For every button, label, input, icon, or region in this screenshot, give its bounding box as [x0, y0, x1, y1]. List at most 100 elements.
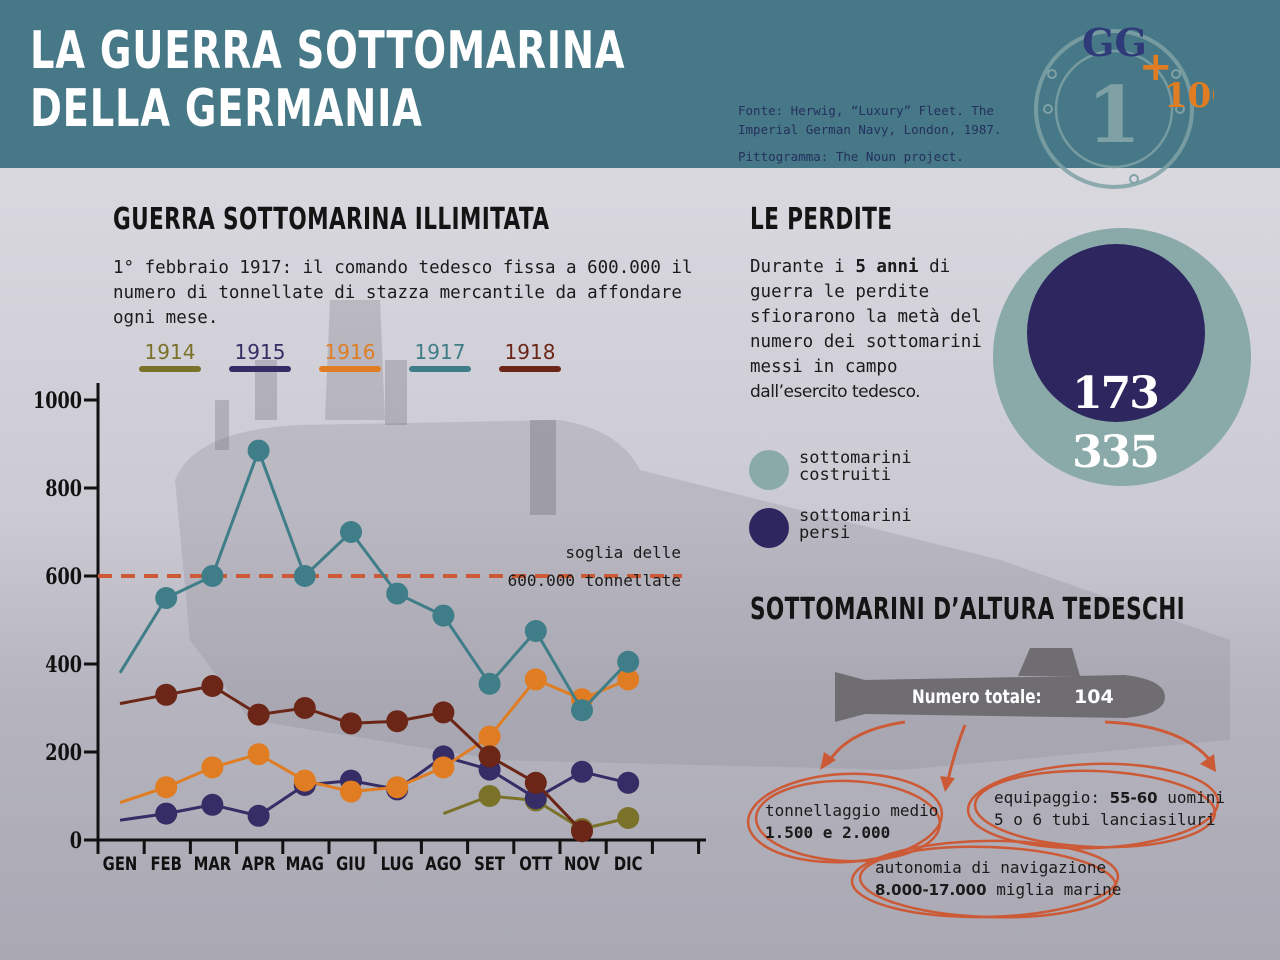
point-1918-set [478, 745, 501, 768]
point-1914-dic [617, 807, 640, 829]
source-line-2: Imperial German Navy, London, 1987. [738, 122, 1002, 137]
legend-lost-label: sottomarini persi [799, 506, 912, 543]
header-banner: La guerra sottomarina della Germania Fon… [0, 0, 1280, 168]
threshold-label-2: 600.000 tonnellate [508, 571, 681, 590]
x-tick-label-mag: MAG [286, 853, 324, 875]
y-tick-label-600: 600 [45, 563, 82, 590]
legend-label-1915: 1915 [235, 340, 286, 364]
fact-ellipses [746, 762, 1220, 919]
legend-built: sottomarini costruiti [749, 450, 949, 490]
fact-tonnage-2: 1.500 e 2.000 [765, 823, 891, 842]
chart-axes: 0 200 400 600 800 1000 GEN FEB MAR APR MAG GIU LUG AG… [33, 383, 706, 876]
point-1917-mag [293, 565, 316, 587]
fact-crew-bold: 55-60 [1109, 789, 1158, 807]
point-1917-nov [571, 699, 593, 722]
lost-circle [1027, 244, 1205, 422]
gg100-stamp-logo: 1 GG + 100 [1034, 20, 1214, 189]
chart-legend: 1914 1915 1916 1917 1918 [139, 340, 561, 372]
point-1914-set [478, 785, 501, 807]
point-1916-mag [293, 769, 316, 792]
point-1917-apr [247, 439, 270, 462]
point-1918-mar [201, 675, 224, 697]
point-1917-giu [340, 521, 362, 543]
legend-label-1918: 1918 [505, 340, 556, 364]
point-1916-dic [617, 668, 640, 691]
lost-dot-icon [749, 508, 789, 548]
x-tick-label-gen: GEN [103, 853, 138, 875]
point-1916-lug [386, 776, 409, 799]
y-tick-label-1000: 1000 [33, 387, 82, 414]
fact-range: autonomia di navigazione 8.000-17.000 mi… [875, 857, 1121, 901]
title-line-1: La guerra sottomarina [30, 21, 626, 81]
losses-text-pre: Durante i [750, 257, 856, 277]
losses-text-tail: dall’esercito tedesco. [750, 382, 921, 402]
unrestricted-title: Guerra sottomarina illimitata [113, 202, 550, 237]
point-1918-ott [524, 771, 547, 794]
point-1918-apr [247, 703, 270, 726]
x-tick-label-giu: GIU [336, 853, 366, 875]
point-1915-dic [617, 771, 640, 794]
stamp-gg: GG [1082, 20, 1147, 65]
legend-built-label: sottomarini costruiti [799, 448, 912, 485]
x-tick-label-ott: OTT [519, 853, 552, 875]
y-tick-label-0: 0 [70, 827, 82, 854]
x-tick-label-set: SET [474, 853, 505, 875]
point-1915-apr [247, 804, 270, 827]
point-1917-dic [617, 650, 640, 673]
fact-range-2-post: miglia marine [986, 880, 1122, 899]
point-1918-lug [386, 710, 409, 733]
point-1917-ott [524, 620, 547, 642]
pictogram-credit: Pittogramma: The Noun project. [738, 149, 964, 164]
fact-crew-pre: equipaggio: [994, 788, 1110, 807]
point-1915-feb [155, 802, 178, 825]
point-1917-feb [155, 587, 178, 609]
x-tick-label-feb: FEB [150, 853, 182, 875]
point-1916-mar [201, 756, 224, 779]
losses-text-mid: di guerra le perdite sfiorarono la metà … [750, 257, 982, 377]
fact-tonnage: tonnellaggio medio 1.500 e 2.000 [765, 800, 938, 844]
point-1918-ago [432, 701, 455, 724]
x-tick-label-apr: APR [242, 853, 276, 875]
x-tick-label-mar: MAR [194, 853, 232, 875]
point-1915-mar [201, 793, 224, 816]
unrestricted-intro: 1° febbraio 1917: il comando tedesco fis… [113, 258, 693, 328]
title-line-2: della Germania [30, 79, 423, 139]
source-note: Fonte: Herwig, “Luxury” Fleet. The Imper… [738, 101, 1001, 166]
stamp-one: 1 [1087, 70, 1141, 161]
x-tick-label-dic: DIC [614, 853, 643, 875]
arrowheads [820, 752, 1216, 792]
point-1917-lug [386, 582, 409, 605]
point-1917-mar [201, 565, 224, 587]
legend-lost: sottomarini persi [749, 508, 949, 548]
fact-crew-post: uomini [1157, 788, 1226, 807]
y-tick-label-200: 200 [45, 739, 82, 766]
point-1917-set [478, 672, 501, 695]
point-1917-ago [432, 604, 455, 627]
point-1918-nov [571, 820, 593, 843]
x-tick-label-lug: LUG [381, 853, 414, 875]
arrows [828, 720, 1212, 781]
losses-text-bold: 5 anni [855, 257, 919, 277]
losses-title: Le perdite [750, 202, 893, 237]
fact-range-2: 8.000-17.000 miglia marine [875, 879, 1121, 901]
stamp-hundred: 100 [1164, 76, 1214, 116]
point-1916-feb [155, 776, 178, 799]
threshold-label-1: soglia delle [565, 543, 681, 562]
fact-range-1: autonomia di navigazione [875, 858, 1107, 877]
losses-text: Durante i 5 anni di guerra le perdite sf… [750, 255, 990, 405]
point-1918-mag [293, 697, 316, 719]
point-1916-apr [247, 743, 270, 766]
source-line-1: Fonte: Herwig, “Luxury” Fleet. The [738, 103, 994, 118]
y-tick-label-400: 400 [45, 651, 82, 678]
point-1916-ago [432, 756, 455, 779]
fact-range-2-bold: 8.000-17.000 [875, 881, 987, 899]
background-sea [0, 520, 1280, 960]
fact-crew-line: equipaggio: 55-60 uomini [994, 787, 1225, 809]
x-tick-label-nov: NOV [564, 853, 601, 875]
y-tick-label-800: 800 [45, 475, 82, 502]
point-1916-giu [340, 780, 362, 803]
total-value: 104 [1074, 686, 1114, 708]
lost-count: 173 [1072, 368, 1160, 419]
page-title: La guerra sottomarina della Germania [30, 22, 625, 138]
